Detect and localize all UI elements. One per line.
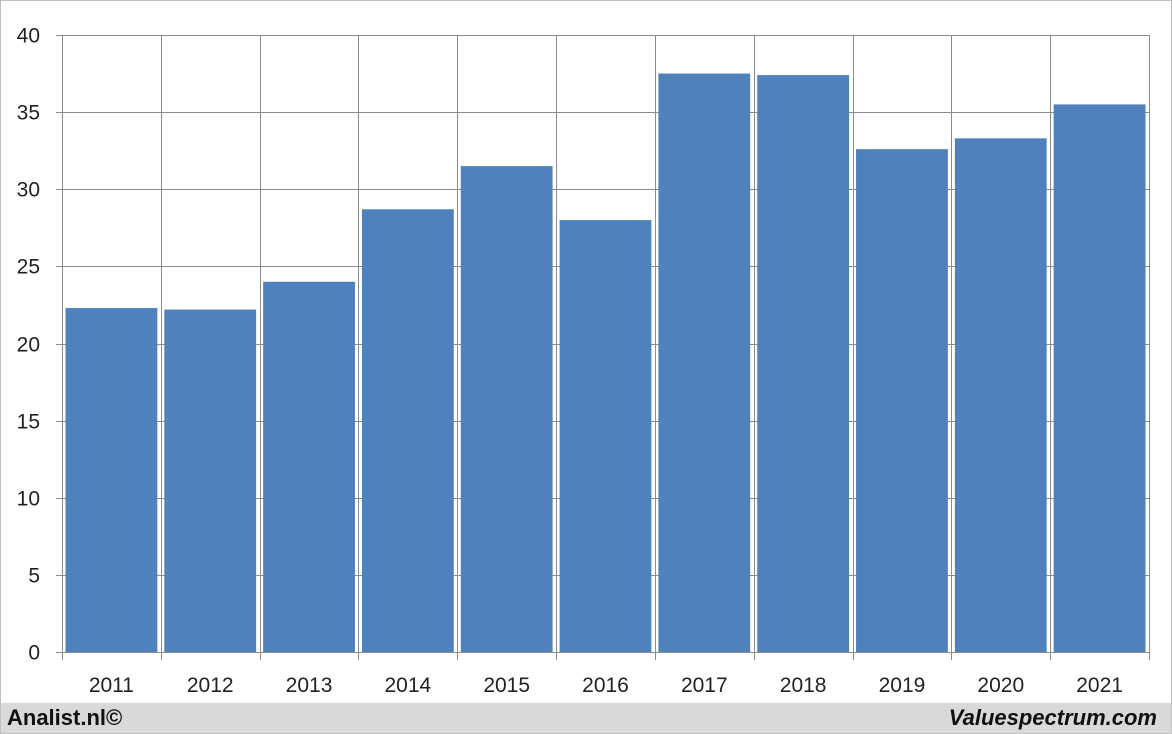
x-tick-label: 2012: [187, 674, 234, 697]
bar-2011[interactable]: [65, 308, 158, 652]
bar-2014[interactable]: [361, 209, 454, 653]
y-tick-label: 15: [17, 411, 40, 434]
bar-2013[interactable]: [263, 281, 355, 652]
bar-2012[interactable]: [164, 309, 257, 652]
footer-bar: Analist.nl© Valuespectrum.com: [1, 703, 1171, 733]
brand-valuespectrum[interactable]: Valuespectrum.com: [948, 705, 1157, 730]
y-tick-label: 35: [17, 102, 40, 125]
bar-2016[interactable]: [559, 220, 652, 652]
x-tick-label: 2017: [681, 674, 728, 697]
bar-2020[interactable]: [954, 138, 1047, 652]
y-tick-label: 10: [17, 488, 40, 511]
bar-2017[interactable]: [658, 73, 751, 652]
y-tick-label: 30: [17, 179, 40, 202]
tick-labels: 0 5 10 15 20 25 30 35 40 2011 2012 2013 2014 2015 2016…: [17, 25, 1123, 698]
x-tick-label: 2013: [286, 674, 333, 697]
brand-analist[interactable]: Analist.nl©: [7, 705, 123, 730]
y-tick-label: 0: [28, 642, 40, 665]
bar-2021[interactable]: [1053, 104, 1146, 653]
bar-chart: 0 5 10 15 20 25 30 35 40 2011 2012 2013 2014 2015 2016…: [17, 25, 1150, 698]
y-tick-label: 25: [17, 256, 40, 279]
x-tick-label: 2020: [977, 674, 1024, 697]
bar-2019[interactable]: [856, 149, 948, 652]
x-tick-label: 2016: [582, 674, 629, 697]
x-tick-label: 2011: [89, 674, 134, 697]
axes: [56, 35, 1149, 653]
bars: [65, 73, 1146, 653]
y-tick-label: 40: [17, 25, 40, 48]
x-tick-label: 2018: [780, 674, 827, 697]
x-tick-label: 2014: [385, 674, 432, 697]
bar-2018[interactable]: [757, 75, 850, 653]
y-tick-label: 20: [17, 334, 40, 357]
y-tick-label: 5: [28, 565, 40, 588]
x-tick-label: 2015: [483, 674, 530, 697]
x-tick-label: 2021: [1076, 674, 1123, 697]
x-tick-label: 2019: [879, 674, 926, 697]
bar-2015[interactable]: [460, 166, 553, 653]
